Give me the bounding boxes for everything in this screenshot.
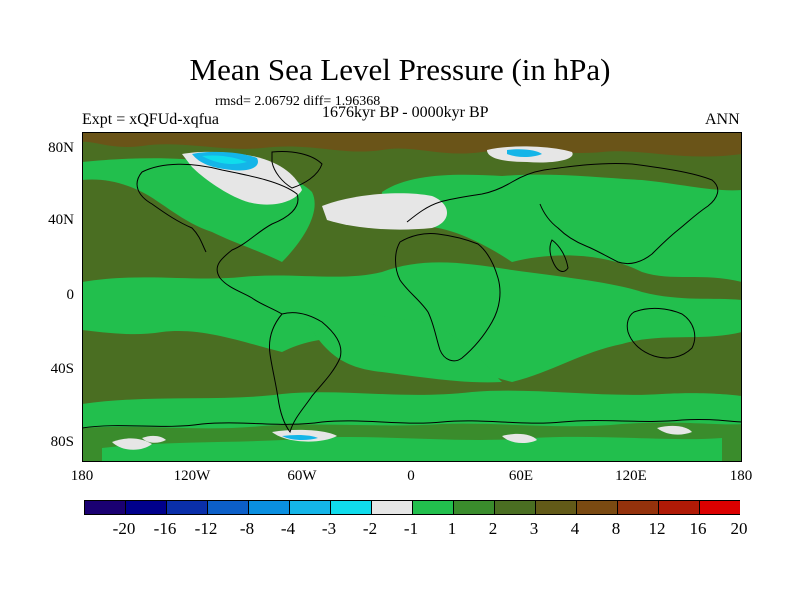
experiment-label: Expt = xQFUd-xqfua bbox=[82, 111, 220, 128]
coast-south-america bbox=[269, 312, 342, 434]
colorbar-label: 20 bbox=[730, 519, 748, 538]
antarctic-low bbox=[282, 434, 318, 441]
colorbar-swatch bbox=[658, 500, 700, 515]
pressure-map bbox=[82, 132, 742, 462]
colorbar-label: -12 bbox=[194, 519, 218, 538]
colorbar bbox=[84, 500, 740, 515]
colorbar-label: -16 bbox=[153, 519, 177, 538]
lat-label-80s: 80S bbox=[50, 434, 74, 450]
antarctic-high-5 bbox=[142, 435, 166, 443]
lon-label-120e: 120E bbox=[615, 468, 647, 484]
map-frame bbox=[82, 132, 742, 462]
colorbar-swatch bbox=[412, 500, 454, 515]
coast-north-america bbox=[136, 163, 299, 315]
colorbar-label: -1 bbox=[403, 519, 419, 538]
lon-label-180w: 180 bbox=[70, 468, 94, 484]
colorbar-label: -4 bbox=[280, 519, 296, 538]
colorbar-label: -2 bbox=[362, 519, 378, 538]
lon-label-0: 0 bbox=[407, 468, 415, 484]
period-label: 1676kyr BP - 0000kyr BP bbox=[322, 104, 489, 121]
greenland-cyan bbox=[202, 155, 247, 164]
south-atlantic-field bbox=[302, 310, 502, 383]
arctic-band bbox=[82, 132, 742, 157]
coast-greenland bbox=[271, 151, 323, 189]
season-label: ANN bbox=[705, 111, 740, 128]
colorbar-label: 8 bbox=[611, 519, 621, 538]
colorbar-swatch bbox=[330, 500, 372, 515]
colorbar-label: 3 bbox=[529, 519, 539, 538]
lon-label-180e: 180 bbox=[729, 468, 753, 484]
coast-antarctica bbox=[82, 418, 742, 429]
colorbar-label: -20 bbox=[112, 519, 136, 538]
coast-australia bbox=[626, 307, 696, 359]
lat-label-40s: 40S bbox=[50, 361, 74, 377]
colorbar-swatch bbox=[84, 500, 126, 515]
colorbar-swatch bbox=[535, 500, 577, 515]
coast-asia bbox=[539, 162, 719, 265]
lat-label-0: 0 bbox=[66, 287, 75, 303]
colorbar-swatch bbox=[125, 500, 167, 515]
colorbar-label: -8 bbox=[239, 519, 255, 538]
colorbar-label: 16 bbox=[689, 519, 707, 538]
coast-europe bbox=[406, 169, 545, 223]
antarctic-interior bbox=[102, 436, 722, 462]
colorbar-label: 2 bbox=[488, 519, 498, 538]
lat-label-80n: 80N bbox=[48, 140, 74, 156]
colorbar-swatch bbox=[207, 500, 249, 515]
lon-label-60e: 60E bbox=[508, 468, 534, 484]
eurasia-field bbox=[382, 174, 742, 282]
colorbar-label: -3 bbox=[321, 519, 337, 538]
antarctic-high-3 bbox=[502, 433, 537, 444]
stats-label: rmsd= 2.06792 diff= 1.96368 bbox=[215, 94, 381, 109]
coastlines bbox=[82, 151, 742, 434]
colorbar-swatch bbox=[699, 500, 740, 515]
lon-label-120w: 120W bbox=[173, 468, 211, 484]
southern-green-band bbox=[82, 390, 742, 432]
antarctic-high-4 bbox=[657, 425, 692, 435]
siberia-negative bbox=[507, 149, 542, 157]
coast-africa bbox=[395, 233, 501, 362]
chart-title: Mean Sea Level Pressure (in hPa) bbox=[189, 52, 611, 87]
lat-label-40n: 40N bbox=[48, 212, 74, 228]
colorbar-swatch bbox=[617, 500, 659, 515]
lon-label-60w: 60W bbox=[287, 468, 317, 484]
colorbar-swatch bbox=[371, 500, 413, 515]
colorbar-swatch bbox=[494, 500, 536, 515]
colorbar-swatch bbox=[453, 500, 495, 515]
antarctic-high-1 bbox=[112, 438, 152, 450]
colorbar-label: 1 bbox=[447, 519, 457, 538]
colorbar-swatch bbox=[576, 500, 618, 515]
colorbar-label: 12 bbox=[648, 519, 666, 538]
colorbar-swatch bbox=[166, 500, 208, 515]
colorbar-swatch bbox=[289, 500, 331, 515]
colorbar-swatch bbox=[248, 500, 290, 515]
atlantic-high bbox=[322, 193, 447, 230]
coast-india bbox=[549, 239, 569, 272]
colorbar-label: 4 bbox=[570, 519, 580, 538]
